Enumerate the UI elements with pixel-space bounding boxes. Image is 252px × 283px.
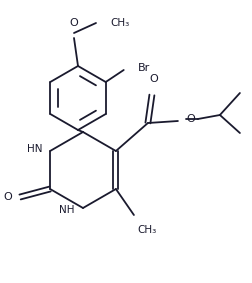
Text: CH₃: CH₃ xyxy=(110,18,129,28)
Text: O: O xyxy=(70,18,78,28)
Text: O: O xyxy=(186,114,195,124)
Text: O: O xyxy=(3,192,12,202)
Text: NH: NH xyxy=(59,205,75,215)
Text: O: O xyxy=(149,74,158,84)
Text: Br: Br xyxy=(138,63,150,73)
Text: HN: HN xyxy=(27,144,42,154)
Text: CH₃: CH₃ xyxy=(137,225,156,235)
